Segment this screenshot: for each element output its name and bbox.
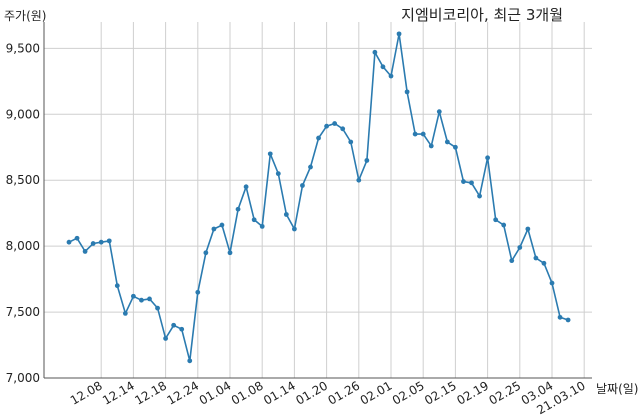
data-point bbox=[195, 289, 201, 295]
data-point bbox=[493, 217, 499, 223]
data-point bbox=[131, 293, 136, 299]
data-point bbox=[469, 180, 474, 186]
data-point bbox=[436, 109, 442, 115]
data-point bbox=[396, 31, 402, 37]
data-point bbox=[259, 223, 265, 229]
data-point bbox=[461, 179, 466, 184]
data-point bbox=[139, 297, 144, 303]
x-tick-labels: 12.0812.1412.1812.2401.0401.0801.1401.20… bbox=[68, 378, 588, 417]
data-point bbox=[283, 212, 289, 217]
x-tick-label: 01.26 bbox=[326, 378, 363, 407]
data-point bbox=[243, 184, 249, 190]
data-point bbox=[219, 222, 225, 228]
data-point bbox=[82, 249, 88, 254]
data-point bbox=[235, 206, 241, 212]
y-tick-label: 7,000 bbox=[6, 371, 40, 385]
y-tick-label: 8,000 bbox=[6, 239, 40, 253]
data-point bbox=[364, 158, 370, 163]
y-tick-label: 9,500 bbox=[6, 41, 40, 55]
data-point bbox=[106, 238, 112, 244]
data-point bbox=[541, 260, 547, 266]
y-tick-label: 7,500 bbox=[6, 305, 40, 319]
data-point bbox=[372, 49, 378, 55]
data-point bbox=[477, 193, 482, 199]
data-point bbox=[428, 143, 434, 149]
y-tick-label: 8,500 bbox=[6, 173, 40, 187]
data-point bbox=[485, 155, 490, 161]
x-tick-label: 12.14 bbox=[100, 378, 137, 407]
data-point bbox=[501, 222, 507, 228]
data-point bbox=[332, 121, 338, 126]
x-tick-label: 01.14 bbox=[261, 378, 298, 407]
data-point bbox=[66, 239, 72, 245]
x-tick-label: 02.19 bbox=[454, 378, 491, 407]
data-point bbox=[251, 217, 257, 223]
data-point bbox=[444, 139, 450, 145]
x-tick-label: 01.08 bbox=[229, 378, 266, 407]
y-tick-labels: 7,000 7,500 8,000 8,500 9,000 9,500 bbox=[6, 41, 40, 385]
data-point bbox=[275, 171, 281, 177]
x-tick-label: 02.05 bbox=[390, 378, 427, 407]
data-point bbox=[340, 126, 346, 132]
x-tick-label: 01.20 bbox=[293, 378, 330, 407]
x-tick-label: 12.18 bbox=[132, 378, 169, 407]
x-tick-label: 12.24 bbox=[165, 378, 202, 407]
data-point bbox=[187, 358, 193, 364]
data-point bbox=[324, 123, 329, 129]
data-point bbox=[308, 164, 313, 170]
data-point bbox=[565, 317, 571, 323]
data-point bbox=[227, 250, 233, 256]
data-point bbox=[267, 151, 273, 157]
data-point bbox=[122, 310, 128, 316]
x-tick-label: 01.04 bbox=[197, 378, 234, 407]
data-point bbox=[420, 131, 426, 137]
y-tick-label: 9,000 bbox=[6, 107, 40, 121]
data-point bbox=[356, 177, 362, 183]
data-point bbox=[525, 226, 531, 232]
grid-lines bbox=[44, 22, 592, 379]
data-point bbox=[557, 314, 563, 320]
x-tick-label: 12.08 bbox=[68, 378, 105, 407]
chart-title: 지엠비코리아, 최근 3개월 bbox=[401, 6, 563, 24]
data-point bbox=[179, 326, 185, 332]
data-point bbox=[211, 226, 217, 232]
axes bbox=[43, 22, 592, 379]
data-point bbox=[404, 89, 410, 95]
data-point bbox=[90, 241, 96, 246]
x-tick-label: 02.25 bbox=[487, 378, 524, 407]
y-axis-label: 주가(원) bbox=[4, 9, 46, 23]
data-point bbox=[203, 250, 209, 256]
data-point bbox=[533, 255, 539, 261]
data-points bbox=[66, 31, 571, 364]
data-point bbox=[517, 245, 523, 250]
data-point bbox=[292, 226, 297, 232]
data-point bbox=[147, 296, 152, 302]
data-point bbox=[348, 139, 354, 145]
data-point bbox=[155, 305, 160, 311]
data-point bbox=[388, 73, 394, 79]
x-axis-label: 날짜(일) bbox=[596, 382, 638, 396]
data-point bbox=[300, 183, 305, 188]
data-point bbox=[171, 322, 177, 328]
data-point bbox=[114, 283, 120, 289]
data-point bbox=[98, 239, 104, 245]
x-tick-label: 02.15 bbox=[422, 378, 459, 407]
data-point bbox=[412, 131, 418, 137]
data-point bbox=[316, 135, 321, 141]
data-point bbox=[509, 258, 515, 264]
x-tick-label: 02.01 bbox=[358, 378, 395, 407]
data-point bbox=[380, 64, 386, 70]
data-point bbox=[549, 280, 555, 286]
data-point bbox=[453, 144, 458, 150]
data-point bbox=[74, 235, 80, 241]
data-point bbox=[163, 336, 169, 341]
